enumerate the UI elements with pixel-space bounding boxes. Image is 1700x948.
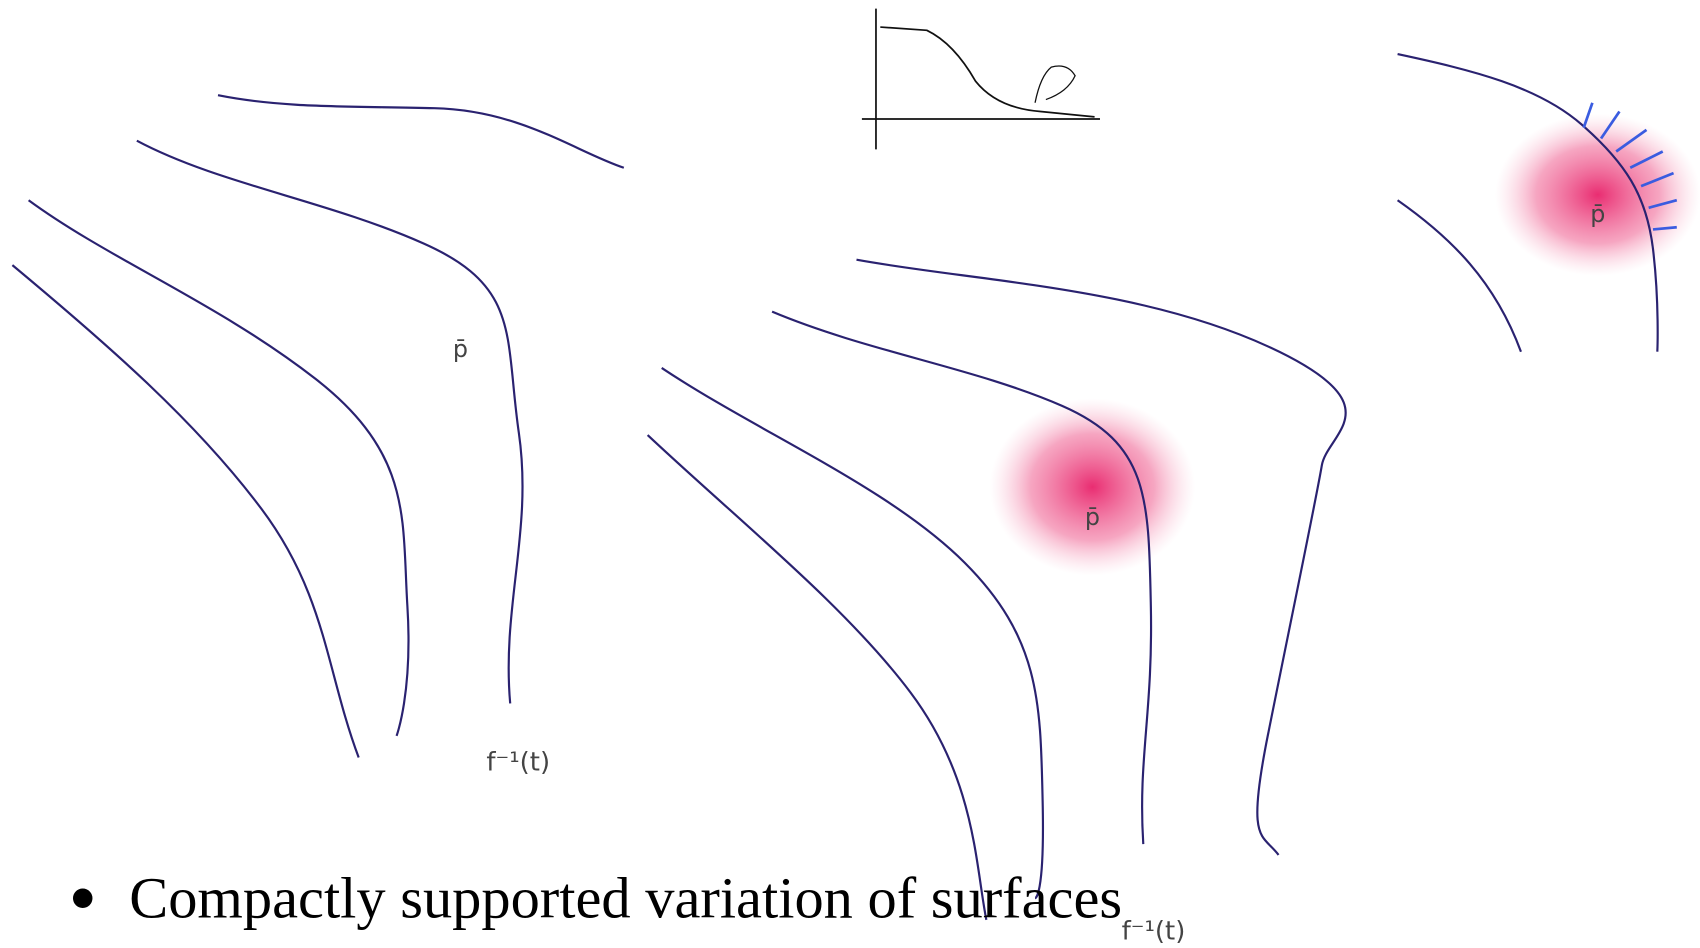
highlight-blob bbox=[1495, 113, 1700, 276]
panel-2: p̄ bbox=[646, 258, 1347, 921]
point-label: p̄ bbox=[1590, 200, 1605, 228]
curve-label: f⁻¹(t) bbox=[1122, 916, 1186, 946]
bullet-dot bbox=[72, 888, 93, 908]
inset-graph bbox=[861, 8, 1100, 150]
normal-hatches bbox=[1582, 102, 1678, 231]
point-label: p̄ bbox=[453, 335, 468, 363]
panel-1: p̄ f⁻¹(t) bbox=[11, 94, 625, 778]
panel-3: p̄ bbox=[1396, 53, 1700, 353]
bullet-text: Compactly supported variation of surface… bbox=[129, 866, 1122, 931]
curve-label: f⁻¹(t) bbox=[486, 748, 550, 778]
highlight-blob bbox=[989, 398, 1196, 576]
point-label: p̄ bbox=[1085, 503, 1100, 531]
